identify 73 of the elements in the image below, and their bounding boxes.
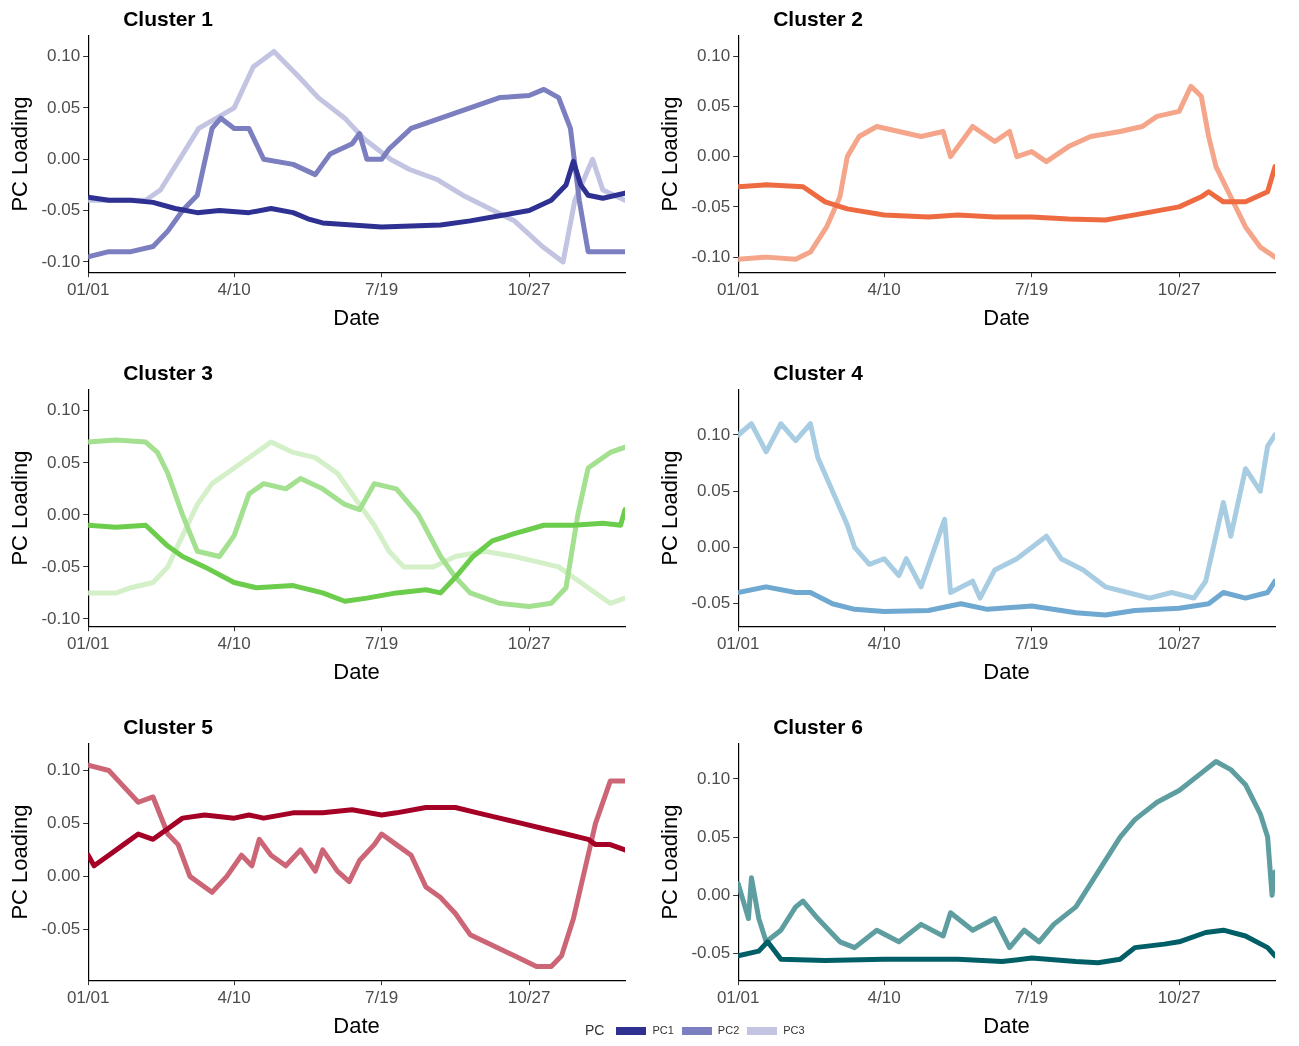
y-tick-label: 0.00 [47,148,81,168]
y-tick-label: 0.05 [47,452,81,472]
y-tick-label: 0.05 [697,480,731,500]
chart-title: Cluster 3 [123,360,214,384]
x-tick-label: 4/10 [217,634,251,654]
chart-title: Cluster 1 [123,6,214,30]
x-tick-label: 7/19 [1015,988,1049,1008]
y-tick-label: -0.05 [691,196,731,216]
y-tick-label: 0.05 [47,97,81,117]
y-tick-label: 0.05 [47,813,81,833]
y-tick-label: -0.05 [41,200,81,220]
y-tick-label: 0.00 [47,866,81,886]
x-tick-label: 10/27 [507,634,551,654]
chart-title: Cluster 4 [773,360,864,384]
x-tick-label: 01/01 [66,280,110,300]
x-tick-label: 10/27 [1157,988,1201,1008]
y-tick-label: 0.10 [697,424,731,444]
y-tick-label: -0.10 [41,251,81,271]
x-tick-label: 7/19 [1015,634,1049,654]
y-axis-title: PC Loading [7,804,33,920]
y-tick-label: -0.05 [41,919,81,939]
y-tick-label: -0.05 [691,943,731,963]
x-tick-label: 01/01 [66,634,110,654]
y-tick-label: 0.05 [697,826,731,846]
x-tick-label: 10/27 [507,280,551,300]
y-tick-label: 0.10 [47,760,81,780]
y-tick-label: -0.05 [691,593,731,613]
y-tick-label: 0.00 [697,537,731,557]
x-tick-label: 10/27 [1157,634,1201,654]
y-tick-label: -0.05 [41,556,81,576]
x-tick-label: 4/10 [217,988,251,1008]
x-tick-label: 01/01 [716,280,760,300]
y-tick-label: 0.05 [697,96,731,116]
x-tick-label: 01/01 [716,634,760,654]
chart-title: Cluster 6 [773,714,864,738]
y-axis-title: PC Loading [7,450,33,566]
x-tick-label: 4/10 [867,988,901,1008]
y-tick-label: 0.00 [697,884,731,904]
x-tick-label: 7/19 [1015,280,1049,300]
y-tick-label: 0.10 [697,45,731,65]
y-tick-label: 0.00 [47,504,81,524]
x-axis-title: Date [983,658,1030,684]
y-axis-title: PC Loading [657,804,683,920]
y-axis-title: PC Loading [657,450,683,566]
legend-label: PC2 [717,1024,740,1036]
y-tick-label: 0.10 [697,768,731,788]
x-axis-title: Date [983,304,1030,330]
legend-label: PC3 [783,1024,805,1036]
x-tick-label: 7/19 [365,988,399,1008]
y-tick-label: 0.10 [47,46,81,66]
x-tick-label: 7/19 [365,634,399,654]
x-tick-label: 01/01 [66,988,110,1008]
x-tick-label: 10/27 [507,988,551,1008]
x-tick-label: 4/10 [217,280,251,300]
y-tick-label: -0.10 [41,608,81,628]
legend-title: PC [585,1022,605,1038]
x-axis-title: Date [333,1012,380,1038]
legend-label: PC1 [652,1024,674,1036]
x-tick-label: 7/19 [365,280,399,300]
y-axis-title: PC Loading [7,96,33,212]
y-tick-label: -0.10 [691,246,731,266]
x-axis-title: Date [333,658,380,684]
x-axis-title: Date [983,1012,1030,1038]
x-tick-label: 4/10 [867,634,901,654]
chart-title: Cluster 5 [123,714,214,738]
x-tick-label: 01/01 [716,988,760,1008]
x-axis-title: Date [333,304,380,330]
y-axis-title: PC Loading [657,96,683,212]
chart-title: Cluster 2 [773,6,864,30]
x-tick-label: 4/10 [867,280,901,300]
x-tick-label: 10/27 [1157,280,1201,300]
y-tick-label: 0.10 [47,400,81,420]
y-tick-label: 0.00 [697,146,731,166]
